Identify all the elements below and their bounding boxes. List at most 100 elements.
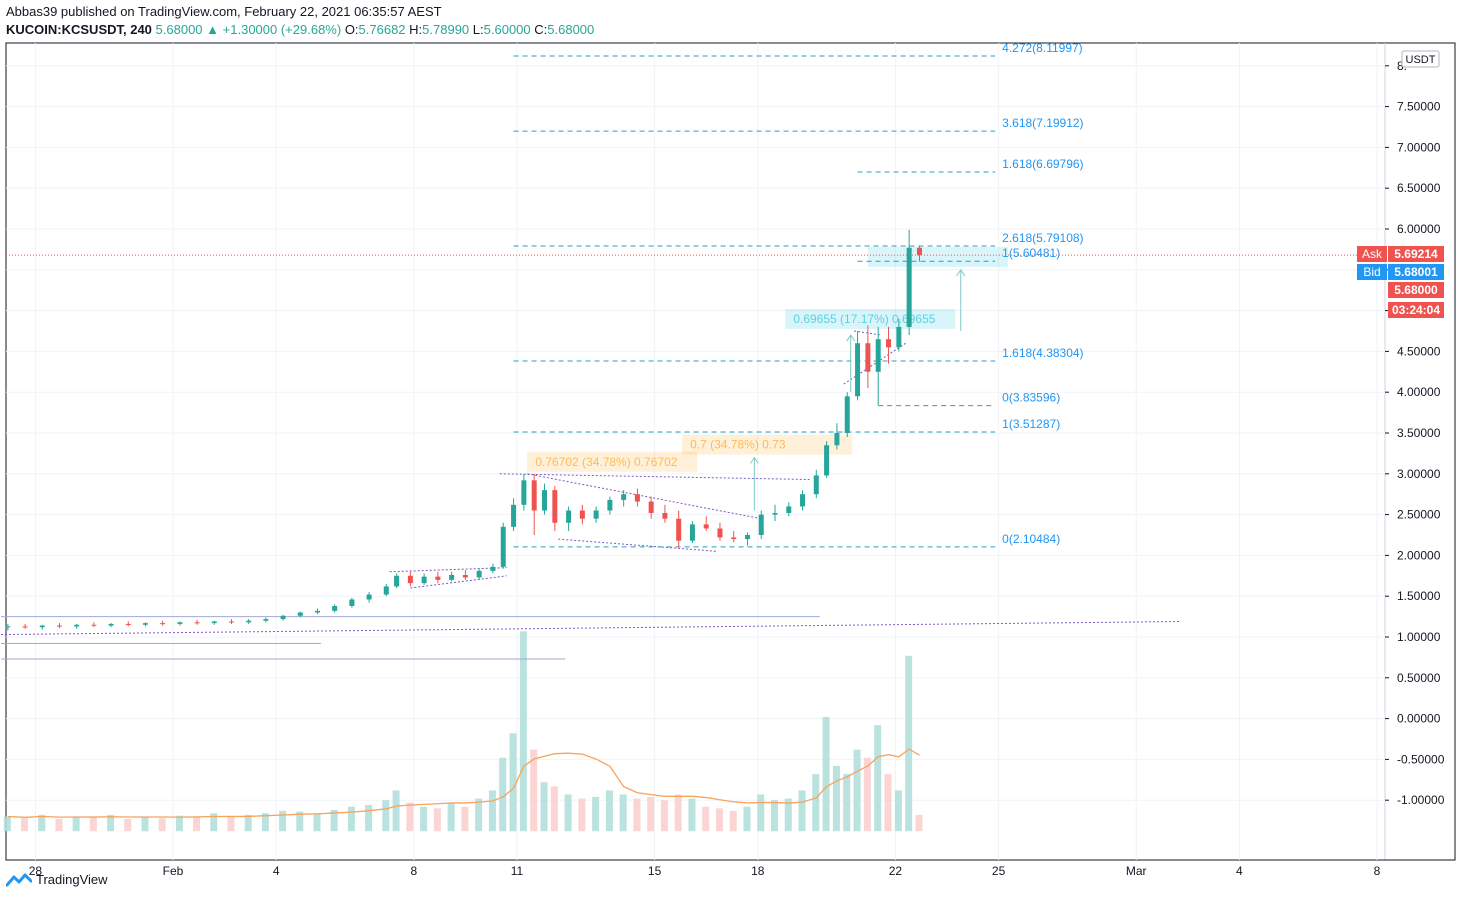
volume-bar: [660, 800, 668, 832]
candle-body: [772, 512, 778, 515]
volume-bar: [420, 806, 428, 832]
currency-label[interactable]: USDT: [1406, 54, 1436, 66]
volume-bar: [72, 816, 80, 832]
volume-bar: [509, 733, 517, 832]
price-change: ▲ +1.30000 (+29.68%): [206, 22, 342, 37]
candle-body: [435, 576, 441, 580]
price-tag-value: 03:24:04: [1392, 303, 1440, 317]
volume-bar: [447, 803, 455, 832]
candle-body: [280, 615, 286, 620]
y-axis-tick-label: 1.50000: [1397, 589, 1441, 603]
volume-bar: [757, 794, 765, 832]
price-tag-name-box: [1357, 246, 1387, 262]
candle-body: [531, 480, 537, 511]
volume-bar: [688, 798, 696, 832]
volume-bar: [38, 814, 46, 832]
candle-body: [246, 620, 252, 623]
candle-body: [662, 512, 668, 519]
trend-line[interactable]: [843, 342, 906, 385]
volume-bar: [141, 816, 149, 832]
measure-label: 0.7 (34.78%) 0.73: [690, 438, 786, 452]
tradingview-logo-icon[interactable]: [6, 873, 32, 887]
candle-body: [865, 343, 871, 372]
y-axis-tick-label: 6.50000: [1397, 181, 1441, 195]
candle-body: [916, 247, 922, 256]
x-axis-tick-label: 15: [648, 864, 662, 878]
measure-box[interactable]: [682, 434, 853, 455]
candle-body: [717, 528, 723, 538]
trend-line[interactable]: [410, 575, 507, 589]
y-axis-tick-label: -0.50000: [1397, 752, 1445, 766]
trend-line[interactable]: [558, 538, 717, 552]
x-axis-tick-label: 4: [1236, 864, 1243, 878]
y-axis-tick-label: 3.50000: [1397, 426, 1441, 440]
footer: TradingView: [6, 872, 108, 887]
candle-body: [579, 510, 585, 519]
x-axis-tick-label: 4: [273, 864, 280, 878]
volume-bar: [488, 790, 496, 832]
x-axis-tick-label: 8: [410, 864, 417, 878]
y-axis-tick-label: 0.00000: [1397, 712, 1441, 726]
candle-body: [394, 575, 400, 587]
volume-bar: [296, 811, 304, 832]
volume-bar: [550, 786, 558, 832]
candle-body: [906, 247, 912, 327]
volume-bar: [382, 800, 390, 832]
fib-level-label: 1(3.51287): [1002, 417, 1060, 431]
volume-bar: [175, 815, 183, 832]
candle-body: [421, 576, 427, 584]
footer-brand[interactable]: TradingView: [36, 872, 108, 887]
low-value: 5.60000: [483, 22, 531, 37]
measure-box[interactable]: [867, 246, 1008, 267]
volume-bar: [530, 749, 538, 832]
candle-body: [744, 535, 750, 540]
y-axis-tick-label: 4.50000: [1397, 344, 1441, 358]
volume-bar: [812, 774, 820, 832]
y-axis-tick-label: -1.00000: [1397, 793, 1445, 807]
high-label: H:: [409, 22, 423, 37]
volume-bar: [227, 816, 235, 832]
fib-level-label: 1.618(6.69796): [1002, 157, 1083, 171]
volume-bar: [3, 816, 11, 832]
volume-bar: [863, 757, 871, 832]
candle-body: [896, 326, 902, 348]
currency-label-box[interactable]: [1401, 50, 1440, 68]
candle-body: [855, 343, 861, 397]
measure-box[interactable]: [527, 451, 698, 472]
volume-bar: [822, 716, 830, 832]
y-axis-tick-label: 6.00000: [1397, 222, 1441, 236]
volume-bar: [519, 631, 527, 832]
low-label: L:: [472, 22, 484, 37]
x-axis-tick-label: 11: [511, 864, 524, 878]
y-axis-tick-label: 4.00000: [1397, 385, 1441, 399]
measure-label: 0.76702 (34.78%) 0.76702: [535, 455, 677, 469]
volume-bar: [347, 806, 355, 832]
candle-body: [39, 625, 45, 628]
candle-body: [824, 445, 830, 476]
candle-body: [462, 574, 468, 578]
candle-body: [194, 622, 200, 624]
measure-box[interactable]: [785, 308, 956, 329]
candle-body: [211, 621, 217, 624]
volume-bar: [107, 814, 115, 832]
x-axis-tick-label: 22: [889, 864, 903, 878]
volume-bar: [578, 798, 586, 832]
candle-body: [490, 566, 496, 571]
candle-body: [332, 605, 338, 611]
volume-bar: [915, 814, 923, 832]
candle-body: [703, 524, 709, 529]
volume-bar: [193, 817, 201, 832]
symbol-name[interactable]: KUCOIN:KCSUSDT, 240: [6, 22, 152, 37]
trend-line[interactable]: [0, 620, 1181, 636]
price-tag-box: [1388, 246, 1444, 262]
candle-body: [366, 594, 372, 600]
candle-body: [449, 574, 455, 580]
candle-body: [542, 490, 548, 511]
price-tag-name: Ask: [1362, 247, 1383, 261]
volume-bar: [884, 774, 892, 832]
volume-bar: [605, 790, 613, 832]
trend-line[interactable]: [389, 567, 507, 573]
candle-body: [834, 433, 840, 446]
volume-bar: [21, 818, 29, 832]
